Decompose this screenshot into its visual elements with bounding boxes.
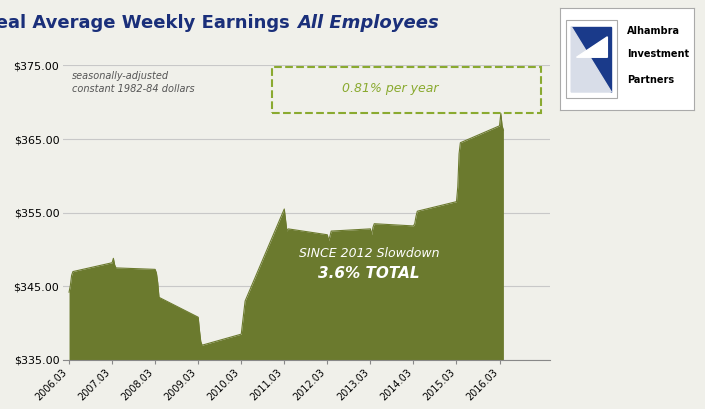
Polygon shape — [571, 27, 611, 92]
Text: All Employees: All Employees — [298, 14, 439, 32]
Polygon shape — [577, 37, 608, 57]
Text: seasonally-adjusted: seasonally-adjusted — [72, 71, 169, 81]
Text: Partners: Partners — [627, 75, 675, 85]
Text: Real Average Weekly Earnings: Real Average Weekly Earnings — [0, 14, 296, 32]
Text: SINCE 2012 Slowdown: SINCE 2012 Slowdown — [299, 247, 439, 260]
Polygon shape — [571, 27, 611, 92]
Text: Alhambra: Alhambra — [627, 26, 680, 36]
Bar — [272, 67, 541, 113]
Bar — [566, 20, 617, 98]
Text: Investment: Investment — [627, 49, 689, 59]
Text: 3.6% TOTAL: 3.6% TOTAL — [318, 265, 420, 281]
Text: constant 1982-84 dollars: constant 1982-84 dollars — [72, 84, 195, 94]
Text: 0.81% per year: 0.81% per year — [343, 83, 439, 95]
